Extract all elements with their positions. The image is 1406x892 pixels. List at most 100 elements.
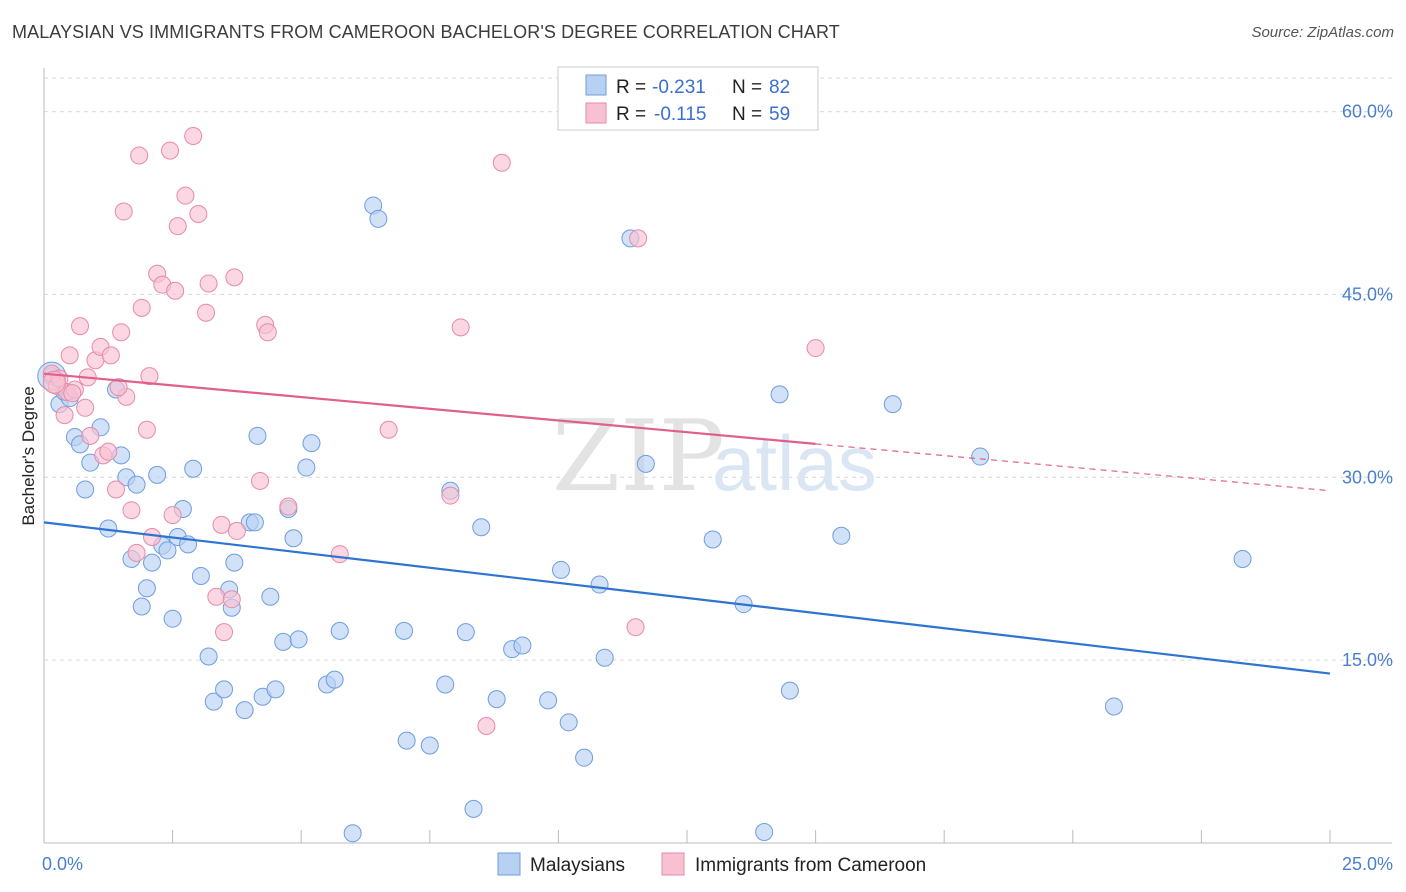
malaysians-point-53 bbox=[397, 731, 416, 750]
cameroon-point-15 bbox=[107, 480, 126, 499]
cameroon-point-7 bbox=[76, 398, 95, 417]
malaysians-point-43 bbox=[289, 630, 308, 649]
y-tick-label-0: 15.0% bbox=[1342, 650, 1393, 670]
cameroon-point-41 bbox=[222, 590, 241, 609]
cameroon-point-50 bbox=[451, 318, 470, 337]
malaysians-point-80 bbox=[1233, 549, 1252, 568]
malaysians-point-66 bbox=[575, 748, 594, 767]
malaysians-point-14 bbox=[127, 475, 146, 494]
malaysians-point-39 bbox=[266, 680, 285, 699]
malaysians-point-15 bbox=[132, 597, 151, 616]
cameroon-point-19 bbox=[122, 501, 141, 520]
malaysians-point-75 bbox=[780, 681, 799, 700]
malaysians-trend-line bbox=[43, 521, 1331, 675]
malaysians-point-33 bbox=[235, 701, 254, 720]
malaysians-point-49 bbox=[343, 824, 362, 843]
y-tick-label-1: 30.0% bbox=[1342, 467, 1393, 487]
watermark-atlas: atlas bbox=[712, 419, 877, 507]
cameroon-point-47 bbox=[330, 545, 349, 564]
cameroon-point-42 bbox=[227, 521, 246, 540]
malaysians-point-44 bbox=[297, 458, 316, 477]
cameroon-point-14 bbox=[101, 346, 120, 365]
cameroon-point-54 bbox=[629, 229, 648, 248]
cameroon-point-23 bbox=[137, 420, 156, 439]
malaysians-point-54 bbox=[420, 736, 439, 755]
malaysians-point-68 bbox=[595, 648, 614, 667]
cameroon-point-52 bbox=[492, 153, 511, 172]
series-cameroon bbox=[42, 126, 825, 735]
malaysians-point-67 bbox=[590, 575, 609, 594]
cameroon-point-28 bbox=[161, 141, 180, 160]
cameroon-point-45 bbox=[258, 323, 277, 342]
cameroon-point-17 bbox=[114, 202, 133, 221]
trend-lines bbox=[43, 372, 1331, 675]
malaysians-point-71 bbox=[703, 530, 722, 549]
grid-lines bbox=[44, 77, 1392, 661]
malaysians-point-29 bbox=[215, 680, 234, 699]
legend-r-label-1: R = bbox=[616, 104, 646, 125]
cameroon-point-35 bbox=[197, 303, 216, 322]
malaysians-point-6 bbox=[76, 480, 95, 499]
cameroon-point-37 bbox=[207, 587, 226, 606]
bottom-legend: Malaysians Immigrants from Cameroon bbox=[497, 852, 926, 876]
legend-n-value-1: 59 bbox=[769, 104, 790, 125]
x-tick-label-1: 25.0% bbox=[1342, 854, 1393, 874]
cameroon-trend-line-extension bbox=[815, 443, 1331, 492]
malaysians-point-77 bbox=[883, 395, 902, 414]
bottom-legend-cameroon: Immigrants from Cameroon bbox=[695, 855, 926, 876]
malaysians-point-27 bbox=[199, 647, 218, 666]
malaysians-point-48 bbox=[330, 621, 349, 640]
bottom-legend-swatch-pink bbox=[661, 852, 685, 876]
cameroon-point-40 bbox=[225, 268, 244, 287]
malaysians-point-63 bbox=[539, 691, 558, 710]
cameroon-point-32 bbox=[176, 186, 195, 205]
cameroon-point-22 bbox=[132, 298, 151, 317]
malaysians-point-25 bbox=[184, 459, 203, 478]
malaysians-point-62 bbox=[513, 636, 532, 655]
cameroon-point-58 bbox=[109, 378, 128, 397]
watermark: ZIP atlas bbox=[552, 400, 877, 514]
malaysians-point-42 bbox=[284, 529, 303, 548]
legend-n-label-0: N = bbox=[732, 77, 762, 98]
legend-box: R = -0.231 N = 82 R = -0.115 N = 59 bbox=[557, 66, 819, 131]
malaysians-point-16 bbox=[137, 579, 156, 598]
legend-r-label-0: R = bbox=[616, 77, 646, 98]
cameroon-point-39 bbox=[215, 623, 234, 642]
malaysians-point-20 bbox=[158, 541, 177, 560]
cameroon-point-36 bbox=[199, 274, 218, 293]
cameroon-point-49 bbox=[441, 486, 460, 505]
legend-r-value-1: -0.115 bbox=[654, 104, 706, 125]
malaysians-point-45 bbox=[302, 434, 321, 453]
malaysians-point-51 bbox=[369, 209, 388, 228]
legend-n-label-1: N = bbox=[732, 104, 762, 125]
malaysians-point-52 bbox=[395, 621, 414, 640]
y-tick-label-3: 60.0% bbox=[1342, 102, 1393, 122]
cameroon-point-31 bbox=[168, 217, 187, 236]
malaysians-point-59 bbox=[472, 518, 491, 537]
legend-swatch-blue bbox=[585, 74, 607, 96]
cameroon-cluster-point bbox=[42, 370, 66, 394]
cameroon-point-9 bbox=[81, 426, 100, 445]
bottom-legend-swatch-blue bbox=[497, 852, 521, 876]
cameroon-point-24 bbox=[140, 367, 159, 386]
y-axis-label: Bachelor's Degree bbox=[19, 386, 38, 525]
malaysians-point-58 bbox=[464, 799, 483, 818]
cameroon-point-29 bbox=[163, 506, 182, 525]
cameroon-point-34 bbox=[189, 204, 208, 223]
cameroon-point-4 bbox=[60, 346, 79, 365]
watermark-zip: ZIP bbox=[552, 400, 725, 514]
cameroon-point-38 bbox=[212, 515, 231, 534]
cameroon-trend-line bbox=[43, 372, 816, 445]
cameroon-point-20 bbox=[127, 543, 146, 562]
cameroon-point-48 bbox=[379, 420, 398, 439]
cameroon-point-46 bbox=[279, 497, 298, 516]
cameroon-point-30 bbox=[166, 281, 185, 300]
legend-n-value-0: 82 bbox=[769, 77, 790, 98]
malaysians-point-73 bbox=[755, 823, 774, 842]
x-tick-label-0: 0.0% bbox=[42, 854, 83, 874]
cameroon-point-51 bbox=[477, 716, 496, 735]
malaysians-point-78 bbox=[971, 447, 990, 466]
malaysians-point-55 bbox=[436, 675, 455, 694]
cameroon-point-53 bbox=[626, 618, 645, 637]
malaysians-point-60 bbox=[487, 690, 506, 709]
